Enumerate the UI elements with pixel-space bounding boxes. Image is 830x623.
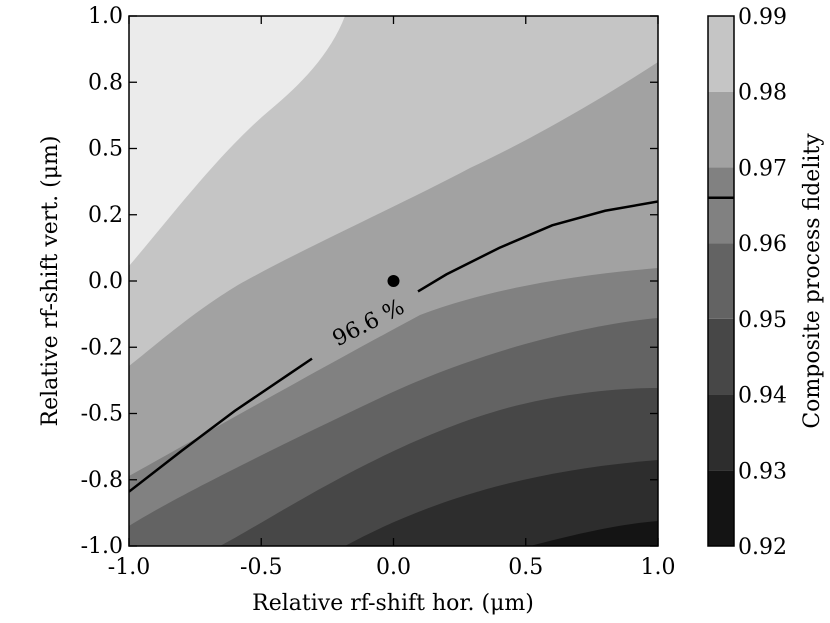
y-tick-label: -0.8 xyxy=(81,468,123,493)
contour-band-0.92-0.93 xyxy=(345,460,658,546)
colorbar-tick-label: 0.98 xyxy=(738,81,787,106)
colorbar-tick-label: 0.93 xyxy=(738,459,787,484)
colorbar-tick-label: 0.95 xyxy=(738,308,787,333)
y-tick-label: -0.5 xyxy=(81,402,123,427)
colorbar-tick-label: 0.92 xyxy=(738,535,787,560)
y-axis-ticks: -1.0 -0.8 -0.5 -0.2 0.0 0.2 0.5 0.8 1.0 xyxy=(81,4,658,559)
y-tick-label: 0.0 xyxy=(88,269,123,294)
x-tick-label: -1.0 xyxy=(108,555,150,580)
colorbar-tick-label: 0.94 xyxy=(738,384,787,409)
y-tick-label: 0.2 xyxy=(88,203,123,228)
colorbar-tick-label: 0.99 xyxy=(738,5,787,30)
colorbar-swatch xyxy=(708,394,734,471)
x-axis-title: Relative rf-shift hor. (μm) xyxy=(252,591,534,616)
x-axis-ticks: -1.0 -0.5 0.0 0.5 1.0 xyxy=(108,16,676,580)
colorbar-swatch xyxy=(708,243,734,319)
contour-line-96.6 xyxy=(129,200,658,493)
colorbar-ticks: 0.92 0.93 0.94 0.95 0.96 0.97 0.98 0.99 xyxy=(738,5,787,560)
y-tick-label: -1.0 xyxy=(81,534,123,559)
x-tick-label: -0.5 xyxy=(240,555,282,580)
colorbar-tick-label: 0.96 xyxy=(738,232,787,257)
reference-point-marker xyxy=(387,275,400,287)
contour-band-0.98-0.99 xyxy=(129,16,345,266)
y-tick-label: 0.5 xyxy=(88,137,123,162)
colorbar-frame xyxy=(707,15,735,547)
x-tick-label: 0.5 xyxy=(508,555,543,580)
y-axis-title: Relative rf-shift vert. (μm) xyxy=(38,136,63,427)
colorbar-tick-label: 0.97 xyxy=(738,156,787,181)
plot-area xyxy=(129,16,658,546)
colorbar-swatch xyxy=(708,16,734,92)
y-tick-label: -0.2 xyxy=(81,335,123,360)
colorbar-swatch xyxy=(708,470,734,546)
colorbar-swatch xyxy=(708,167,734,244)
y-tick-label: 0.8 xyxy=(88,70,123,95)
x-tick-label: 1.0 xyxy=(641,555,676,580)
x-tick-label: 0.0 xyxy=(376,555,411,580)
y-tick-label: 1.0 xyxy=(88,4,123,29)
colorbar-title: Composite process fidelity xyxy=(800,133,825,429)
contour-band-below-0.92 xyxy=(530,521,658,546)
colorbar xyxy=(708,16,734,546)
colorbar-swatch xyxy=(708,91,734,168)
colorbar-swatch xyxy=(708,318,734,395)
